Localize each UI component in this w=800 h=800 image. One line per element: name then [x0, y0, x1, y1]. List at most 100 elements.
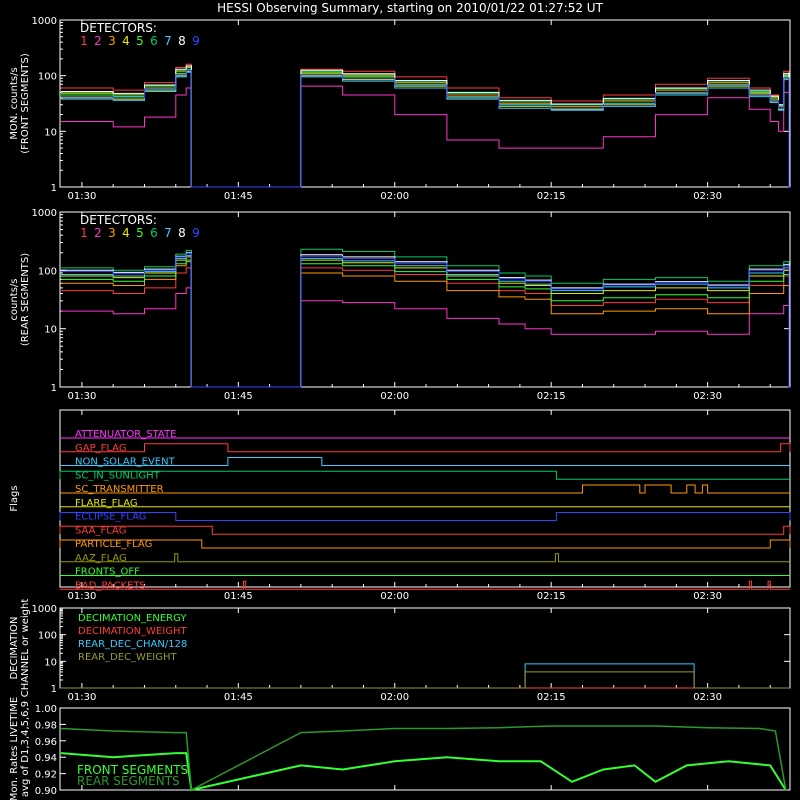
- flag-label: FRONTS_OFF: [75, 567, 140, 578]
- rear-xtick-label: 02:00: [380, 391, 409, 402]
- front-detectors-label: DETECTORS:: [80, 21, 157, 35]
- livetime-legend-label: FRONT SEGMENTS: [77, 763, 188, 777]
- rear-ytick-label: 1: [51, 383, 57, 394]
- rear-frame: [59, 211, 791, 388]
- front-ytick-label: 1: [51, 183, 57, 194]
- livetime-frame: [59, 707, 791, 791]
- livetime-ylabel2: avg of D1,3,4,5,6,9: [20, 701, 31, 797]
- rear-detector-number: 8: [178, 226, 186, 240]
- rear-detector-3-line: [61, 261, 790, 388]
- decimation-legend-label: REAR_DEC_WEIGHT: [78, 652, 177, 663]
- flag-label: SAA_FLAG: [75, 525, 126, 536]
- flags-ylabel: Flags: [9, 485, 20, 511]
- front-detector-5-line: [61, 68, 790, 188]
- livetime-ylabel: Mon. Rates LIVETIME: [9, 697, 20, 800]
- front-detector-number: 4: [122, 34, 130, 48]
- rear-detector-number: 7: [164, 226, 172, 240]
- decimation-ytick-label: 10: [44, 657, 57, 668]
- front-ytick-label: 1000: [32, 16, 57, 27]
- rear-detector-5-line: [61, 259, 790, 388]
- livetime-ytick-label: 0.90: [35, 786, 57, 797]
- decimation-xtick-label: 02:15: [537, 692, 566, 703]
- flags-xtick-label: 02:30: [693, 591, 722, 602]
- rear-ylabel2: (REAR SEGMENTS): [20, 253, 31, 346]
- panels: 01:3001:4502:0002:1502:3002:4503:0011010…: [9, 16, 791, 800]
- flag-line: [60, 553, 790, 563]
- front-detector-9-line: [61, 69, 790, 188]
- front-detector-number: 8: [178, 34, 186, 48]
- livetime-line: [60, 752, 787, 792]
- flags-frame: [59, 409, 791, 588]
- flag-label: NON_SOLAR_EVENT: [75, 457, 176, 468]
- decimation-line: [60, 671, 790, 689]
- rear-ylabel: counts/s: [9, 278, 20, 320]
- front-ylabel: MON. counts/s: [9, 67, 20, 139]
- rear-detector-number: 9: [192, 226, 200, 240]
- rear-detector-number: 2: [94, 226, 102, 240]
- front-detector-number: 5: [136, 34, 144, 48]
- front-ylabel2: (FRONT SEGMENTS): [20, 53, 31, 154]
- decimation-legend-label: DECIMATION_WEIGHT: [78, 626, 187, 637]
- front-xtick-label: 02:00: [380, 191, 409, 202]
- flag-label: ECLIPSE_FLAG: [75, 512, 146, 523]
- flag-label: SC_TRANSMITTER: [75, 484, 164, 495]
- flag-line: [60, 443, 791, 453]
- rear-ytick-label: 10: [44, 325, 57, 336]
- front-detector-7-line: [61, 71, 790, 188]
- front-frame: [59, 19, 791, 188]
- decimation-xtick-label: 02:30: [693, 692, 722, 703]
- flag-label: GAP_FLAG: [75, 443, 127, 454]
- decimation-legend-label: REAR_DEC_CHAN/128: [78, 639, 187, 650]
- rear-xtick-label: 01:45: [224, 391, 253, 402]
- front-xtick-label: 01:45: [224, 191, 253, 202]
- decimation-ytick-label: 1: [51, 684, 57, 695]
- decimation-ytick-label: 1000: [32, 604, 57, 615]
- front-detector-number: 6: [150, 34, 158, 48]
- rear-detectors-label: DETECTORS:: [80, 213, 157, 227]
- flag-label: FLARE_FLAG: [75, 498, 138, 509]
- figure-title: HESSI Observing Summary, starting on 201…: [217, 1, 603, 15]
- front-detector-number: 9: [192, 34, 200, 48]
- flag-line: [59, 512, 791, 521]
- decimation-xtick-label: 02:00: [380, 692, 409, 703]
- rear-detector-number: 1: [80, 226, 88, 240]
- flag-line: [60, 457, 790, 466]
- rear-detector-2-line: [61, 287, 790, 388]
- flag-line: [60, 580, 790, 590]
- flag-label: PARTICLE_FLAG: [75, 539, 152, 550]
- rear-series-group: [61, 248, 790, 388]
- flags-xtick-label: 01:30: [67, 591, 96, 602]
- livetime-ytick-label: 0.96: [35, 737, 57, 748]
- rear-ytick-label: 100: [38, 266, 57, 277]
- front-ytick-label: 10: [44, 127, 57, 138]
- decimation-xtick-label: 01:30: [67, 692, 96, 703]
- rear-detector-number: 6: [150, 226, 158, 240]
- front-detector-number: 7: [164, 34, 172, 48]
- flags-xtick-label: 02:15: [537, 591, 566, 602]
- decimation-line: [60, 663, 790, 689]
- rear-detector-9-line: [61, 252, 790, 388]
- livetime-ytick-label: 0.92: [35, 770, 57, 781]
- livetime-ytick-label: 0.94: [35, 753, 57, 764]
- rear-xtick-label: 01:30: [67, 391, 96, 402]
- front-detector-2-line: [61, 85, 790, 188]
- front-detector-number: 1: [80, 34, 88, 48]
- rear-ytick-label: 1000: [32, 208, 57, 219]
- flag-label: BAD_PACKETS: [75, 580, 146, 591]
- decimation-xtick-label: 01:45: [224, 692, 253, 703]
- rear-detector-number: 5: [136, 226, 144, 240]
- decimation-ylabel2: CHANNEL or weight: [20, 599, 31, 698]
- livetime-ytick-label: 1.00: [35, 704, 57, 715]
- rear-xtick-label: 02:15: [537, 391, 566, 402]
- livetime-ytick-label: 0.98: [35, 720, 57, 731]
- rear-detector-number: 4: [122, 226, 130, 240]
- front-detector-number: 2: [94, 34, 102, 48]
- flag-line: [59, 525, 791, 535]
- rear-detector-7-line: [61, 254, 790, 388]
- flag-label: ATTENUATOR_STATE: [75, 429, 176, 440]
- livetime-legend-label: REAR SEGMENTS: [77, 774, 180, 788]
- front-ytick-label: 100: [38, 72, 57, 83]
- flag-line: [60, 484, 790, 494]
- front-xtick-label: 02:15: [537, 191, 566, 202]
